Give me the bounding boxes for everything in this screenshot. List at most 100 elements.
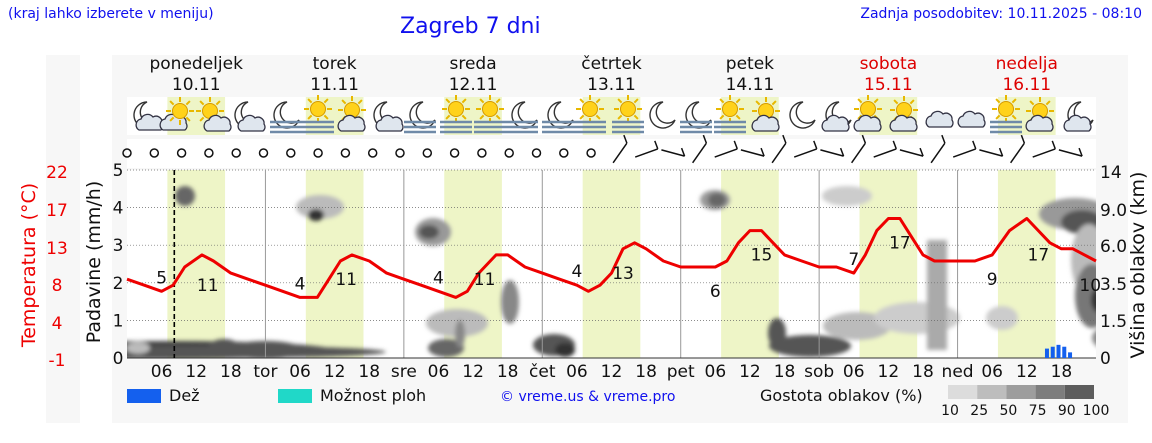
x-tick-label: 12 <box>324 362 346 382</box>
cloud-density-legend-label: Gostota oblakov (%) <box>760 386 923 405</box>
x-tick-label: 18 <box>1051 362 1073 382</box>
cloud-icon <box>751 114 780 132</box>
cloud-density-swatch <box>1064 385 1094 399</box>
cloud-density-layer <box>127 186 1096 358</box>
fog-icon <box>680 120 712 134</box>
cloud-height-tick-label: 0 <box>1100 349 1111 369</box>
rain-bar <box>1068 352 1073 358</box>
x-tick-label: 12 <box>462 362 484 382</box>
wind-barb-icon <box>1058 147 1083 157</box>
wind-barb-icon <box>1032 140 1056 158</box>
moon-icon <box>789 101 816 129</box>
x-tick-label: 18 <box>635 362 657 382</box>
day-date: 11.11 <box>310 75 359 95</box>
precip-axis-label: Padavine (mm/h) <box>83 181 105 344</box>
cloud-icon <box>375 114 404 132</box>
cloud-blob <box>419 225 439 239</box>
cloud-blob <box>1075 264 1096 328</box>
moon-icon <box>649 101 676 129</box>
temperature-value-label: 13 <box>612 264 634 284</box>
temp-tick-label: -1 <box>49 351 66 371</box>
x-tick-label: 12 <box>601 362 623 382</box>
sun-icon <box>576 95 604 123</box>
temperature-value-label: 4 <box>433 268 444 288</box>
wind-barb-icon <box>1010 134 1026 164</box>
x-tick-label: 06 <box>981 362 1003 382</box>
cloud-density-level: 100 <box>1083 403 1110 419</box>
cloud-blob <box>175 186 195 206</box>
cloud-blob <box>874 302 960 334</box>
fog-icon <box>474 120 506 134</box>
wind-barb-icon <box>612 134 628 164</box>
calm-wind-icon <box>422 148 433 158</box>
fog-icon <box>302 120 334 134</box>
fog-icon <box>714 120 746 134</box>
cloud-blob <box>823 312 891 340</box>
calm-wind-icon <box>395 148 405 158</box>
cloud-blob <box>769 335 851 357</box>
x-tick-label: 06 <box>151 362 173 382</box>
day-date: 10.11 <box>172 75 221 95</box>
cloud-blob <box>555 343 575 357</box>
x-tick-label: 06 <box>289 362 311 382</box>
left-axis-panel <box>46 55 80 423</box>
temperature-value-label: 9 <box>987 270 998 290</box>
cloud-icon <box>853 114 882 132</box>
day-name: četrtek <box>581 54 642 74</box>
precip-tick-label: 2 <box>113 274 124 294</box>
calm-wind-icon <box>176 148 187 158</box>
x-tick-label: pet <box>667 362 695 382</box>
day-name: ponedeljek <box>149 54 243 74</box>
fog-icon <box>574 120 606 134</box>
wind-barbs <box>122 134 1083 164</box>
temperature-value-label: 10 <box>1079 276 1101 296</box>
fog-icon <box>612 120 644 134</box>
precip-tick-label: 4 <box>113 199 124 219</box>
day-name: nedelja <box>996 54 1058 74</box>
wind-barb-icon <box>820 147 845 157</box>
day-date: 13.11 <box>587 75 636 95</box>
calm-wind-icon <box>586 148 596 158</box>
cloud-height-tick-label: 1.5 <box>1100 312 1127 332</box>
temperature-line: 5 11 4 11 4 11 4 13 6 15 7 17 9 17 10 <box>126 217 1101 302</box>
precip-tick-label: 3 <box>113 236 124 256</box>
cloud-blob <box>127 342 150 354</box>
cloud-density-level: 90 <box>1058 403 1076 419</box>
cloud-blob <box>501 280 519 324</box>
temperature-value-label: 11 <box>474 270 496 290</box>
calm-wind-icon <box>477 148 487 158</box>
cloud-icon <box>237 114 266 132</box>
cloud-density-swatch <box>948 385 978 399</box>
wind-barb-icon <box>851 134 867 164</box>
storm-legend-label: Možnost ploh <box>320 386 426 405</box>
temperature-value-label: 4 <box>571 262 582 282</box>
cloud-blob <box>296 195 344 219</box>
rain-bars <box>1044 344 1073 358</box>
temperature-value-label: 5 <box>156 268 167 288</box>
cloud-height-tick-label: 9.0 <box>1100 201 1127 221</box>
temperature-value-label: 11 <box>335 270 357 290</box>
cloud-density-level: 75 <box>1029 403 1047 419</box>
cloud-blob <box>708 193 726 207</box>
sun-icon <box>338 96 366 124</box>
cloud-icon <box>1063 114 1092 132</box>
wind-barb-icon <box>634 140 659 158</box>
cloud-height-axis-label: Višina oblakov (km) <box>1127 172 1149 359</box>
temp-tick-label: 17 <box>46 201 68 221</box>
day-name: sreda <box>450 54 497 74</box>
calm-wind-icon <box>149 148 160 158</box>
cloud-density-level: 50 <box>999 403 1017 419</box>
location-hint: (kraj lahko izberete v meniju) <box>8 6 214 22</box>
rain-bar <box>1062 346 1067 358</box>
legend: Dež Možnost ploh © vreme.us & vreme.pro Gos… <box>127 385 1109 419</box>
calm-wind-icon <box>340 148 351 158</box>
calm-wind-icon <box>258 148 269 158</box>
cloud-blob <box>1091 288 1096 312</box>
temperature-series-line <box>126 217 1097 299</box>
cloud-blob <box>455 320 465 348</box>
x-tick-label: čet <box>529 362 556 382</box>
wind-barb-icon <box>899 147 924 157</box>
cloud-icon <box>821 114 850 132</box>
temp-tick-label: 22 <box>46 163 68 183</box>
